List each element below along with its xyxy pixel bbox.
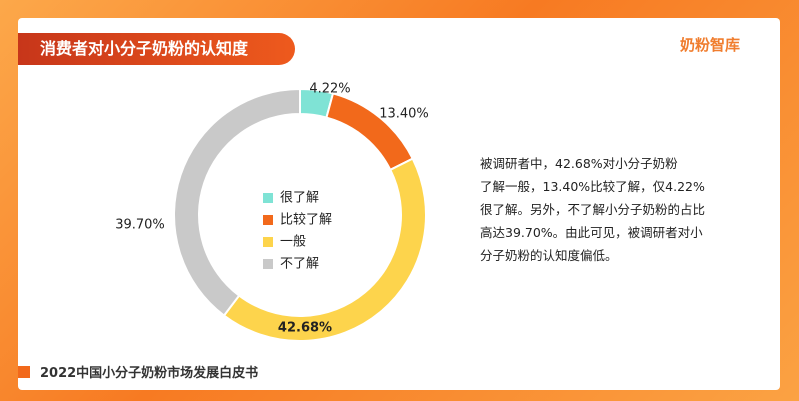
- legend-swatch: [263, 237, 273, 247]
- description-line: 分子奶粉的认知度偏低。: [480, 248, 618, 263]
- footer-marker: [18, 366, 30, 378]
- donut-slice: [325, 92, 415, 172]
- legend-swatch: [263, 193, 273, 203]
- footer: 2022中国小分子奶粉市场发展白皮书: [18, 362, 258, 381]
- legend-label: 很了解: [280, 191, 319, 206]
- legend-label: 不了解: [280, 257, 319, 272]
- card: [18, 18, 780, 390]
- data-label: 42.68%: [278, 321, 332, 336]
- description-line: 高达39.70%。由此可见，被调研者对小: [480, 225, 703, 240]
- footer-text: 2022中国小分子奶粉市场发展白皮书: [40, 366, 259, 381]
- description: 被调研者中，42.68%对小分子奶粉了解一般，13.40%比较了解，仅4.22%…: [480, 152, 705, 267]
- chart-title: 消费者对小分子奶粉的认知度: [18, 33, 295, 65]
- legend-swatch: [263, 259, 273, 269]
- description-line: 很了解。另外，不了解小分子奶粉的占比: [480, 202, 706, 217]
- brand: 奶粉智库: [680, 36, 741, 54]
- donut-slice: [222, 157, 427, 342]
- donut-slice: [173, 87, 301, 317]
- data-label: 39.70%: [115, 218, 165, 233]
- legend-label: 比较了解: [280, 213, 332, 228]
- description-line: 了解一般，13.40%比较了解，仅4.22%: [480, 179, 705, 194]
- description-line: 被调研者中，42.68%对小分子奶粉: [480, 156, 678, 171]
- data-label: 13.40%: [379, 107, 429, 122]
- legend-label: 一般: [280, 234, 306, 250]
- data-label: 4.22%: [309, 82, 350, 97]
- legend-swatch: [263, 215, 273, 225]
